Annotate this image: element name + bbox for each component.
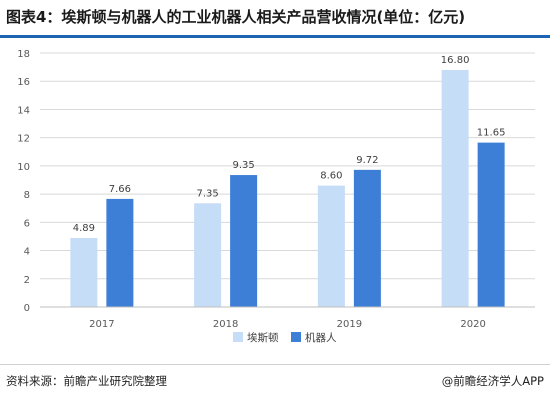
- legend-label: 埃斯顿: [247, 331, 279, 344]
- source-note: 资料来源：前瞻产业研究院整理: [6, 374, 167, 388]
- bar-埃斯顿-2020: [441, 69, 469, 307]
- x-tick-label: 2017: [89, 319, 114, 330]
- data-label: 9.72: [356, 155, 378, 166]
- y-tick-label: 6: [24, 218, 30, 229]
- y-tick-label: 18: [17, 49, 30, 60]
- data-label: 9.35: [232, 160, 254, 171]
- data-label: 11.65: [477, 128, 506, 139]
- x-tick-label: 2019: [337, 319, 362, 330]
- bar-机器人-2018: [230, 175, 258, 307]
- bar-chart: 0 2 4 6 8 10 12 14 16 18 4.89 7.66 2017 7.35 9.35 2018 8…: [17, 49, 535, 344]
- y-tick-label: 12: [17, 134, 30, 145]
- bar-埃斯顿-2019: [317, 185, 345, 307]
- data-label: 7.66: [109, 184, 131, 195]
- legend-label: 机器人: [305, 331, 337, 344]
- data-label: 8.60: [320, 171, 342, 182]
- data-label: 4.89: [73, 223, 95, 234]
- chart-area: 0 2 4 6 8 10 12 14 16 18 4.89 7.66 2017 7.35 9.35 2018 8…: [0, 38, 550, 360]
- bar-埃斯顿-2017: [70, 237, 98, 307]
- bar-埃斯顿-2018: [194, 203, 222, 307]
- y-tick-label: 4: [24, 247, 30, 258]
- data-label: 16.80: [441, 55, 470, 66]
- legend-swatch: [233, 332, 243, 342]
- y-tick-label: 14: [17, 105, 30, 116]
- x-tick-label: 2020: [460, 319, 485, 330]
- x-tick-label: 2018: [213, 319, 238, 330]
- footer: 资料来源：前瞻产业研究院整理 @前瞻经济学人APP: [0, 364, 550, 401]
- y-tick-label: 8: [24, 190, 30, 201]
- y-tick-label: 10: [17, 162, 30, 173]
- y-tick-label: 16: [17, 77, 30, 88]
- y-tick-label: 0: [24, 303, 30, 314]
- bar-机器人-2020: [477, 142, 505, 307]
- data-label: 7.35: [196, 188, 218, 199]
- bar-机器人-2019: [353, 169, 381, 307]
- brand-credit: @前瞻经济学人APP: [441, 374, 544, 388]
- chart-title: 图表4：埃斯顿与机器人的工业机器人相关产品营收情况(单位：亿元): [0, 0, 550, 38]
- legend-swatch: [291, 332, 301, 342]
- y-tick-label: 2: [24, 275, 30, 286]
- bar-机器人-2017: [106, 198, 134, 307]
